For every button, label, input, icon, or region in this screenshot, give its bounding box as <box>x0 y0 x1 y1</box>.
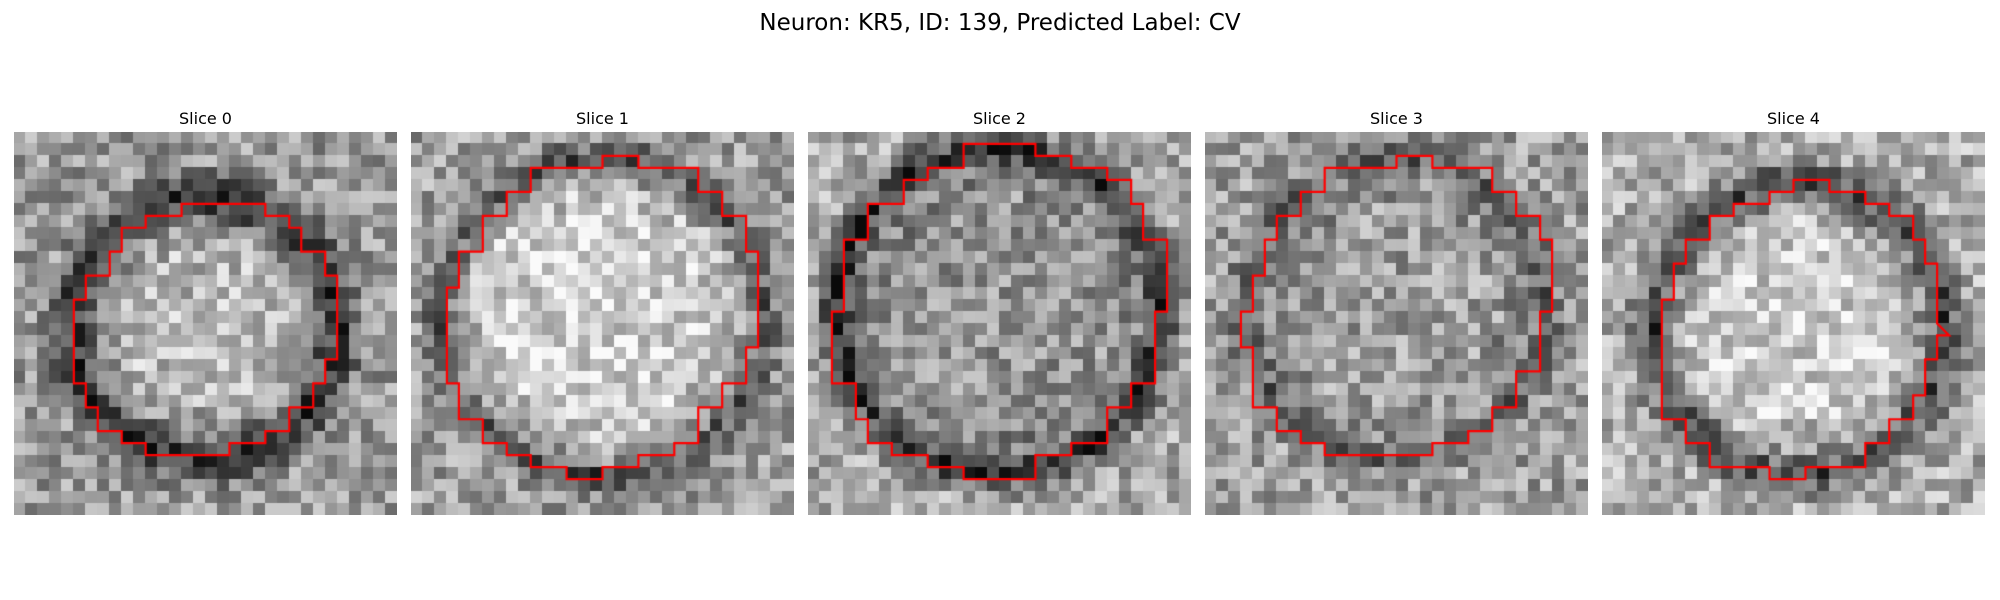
slice-panel-0: Slice 0 <box>14 108 397 515</box>
slice-image-3 <box>1205 132 1588 515</box>
slice-image-0 <box>14 132 397 515</box>
slice-image-1 <box>411 132 794 515</box>
slice-panel-2: Slice 2 <box>808 108 1191 515</box>
slice-image-2 <box>808 132 1191 515</box>
slice-title-1: Slice 1 <box>576 109 629 128</box>
figure-title: Neuron: KR5, ID: 139, Predicted Label: C… <box>759 10 1241 36</box>
slice-title-0: Slice 0 <box>179 109 232 128</box>
slice-panel-1: Slice 1 <box>411 108 794 515</box>
slice-title-2: Slice 2 <box>973 109 1026 128</box>
slice-title-4: Slice 4 <box>1767 109 1820 128</box>
slice-image-4 <box>1602 132 1985 515</box>
slice-panel-4: Slice 4 <box>1602 108 1985 515</box>
slice-title-3: Slice 3 <box>1370 109 1423 128</box>
slice-panel-3: Slice 3 <box>1205 108 1588 515</box>
